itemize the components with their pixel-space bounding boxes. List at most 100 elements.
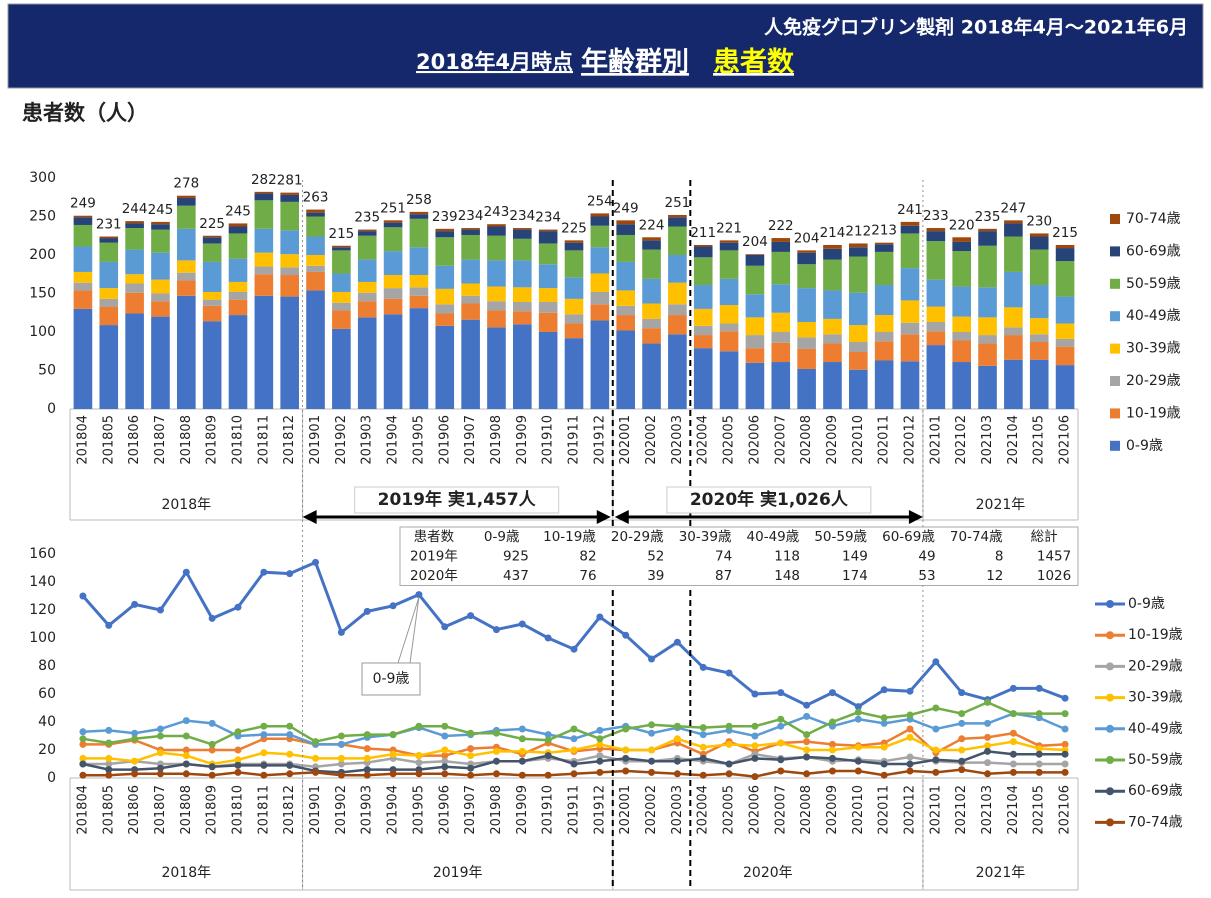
bar-segment (849, 369, 868, 409)
bar-segment (926, 279, 946, 307)
series-marker (337, 771, 345, 779)
year-label: 2021年 (976, 497, 1026, 513)
series-marker (105, 739, 113, 747)
legend-label: 0-9歳 (1126, 438, 1163, 454)
x-tick-label: 202005 (722, 415, 737, 465)
bar-segment (306, 212, 325, 217)
bar-segment (228, 223, 248, 227)
series-marker (518, 620, 526, 628)
series-marker (751, 754, 759, 762)
bar-segment (280, 192, 299, 195)
bar-segment (823, 334, 842, 344)
bar-segment (719, 351, 739, 409)
y-tick-label: 0 (47, 401, 56, 417)
bar-segment (900, 334, 920, 362)
bar-segment (616, 234, 635, 262)
series-marker (777, 715, 785, 723)
bar-segment (461, 283, 480, 296)
series-marker (415, 591, 423, 599)
series-marker (415, 770, 423, 778)
series-marker (1061, 768, 1069, 776)
bar-segment (771, 342, 791, 363)
bar-segment (693, 244, 713, 247)
total-label: 254 (587, 193, 613, 209)
x-tick-label: 202101 (928, 415, 943, 465)
series-marker (182, 760, 190, 768)
series-marker (337, 732, 345, 740)
series-marker (441, 623, 449, 631)
bar-segment (1055, 365, 1075, 409)
bar-segment (228, 315, 248, 409)
series-marker (777, 756, 785, 764)
bar-segment (202, 237, 222, 244)
bar-segment (616, 224, 635, 235)
bar-segment (1004, 327, 1023, 336)
series-marker (286, 722, 294, 730)
bar-segment (900, 361, 920, 409)
series-marker (880, 719, 888, 727)
bar-segment (280, 230, 299, 255)
series-marker (828, 767, 836, 775)
bar-segment (797, 321, 816, 338)
total-label: 245 (225, 203, 251, 219)
bar-segment (668, 304, 687, 316)
x-tick-label: 202009 (825, 785, 840, 835)
series-marker (622, 746, 630, 754)
series-marker (337, 740, 345, 748)
callout-pointer (397, 596, 420, 664)
bar-segment (73, 246, 93, 272)
series-marker (363, 607, 371, 615)
table-cell: 2019年 (410, 548, 458, 564)
year-label: 2019年 (433, 865, 483, 881)
x-tick-label: 202002 (644, 785, 659, 835)
bar-segment (306, 255, 325, 266)
bar-segment (280, 267, 299, 276)
x-tick-label: 201901 (308, 415, 323, 465)
total-label: 214 (820, 225, 846, 241)
bar-segment (719, 242, 739, 251)
bar-segment (73, 224, 93, 247)
bar-segment (357, 235, 377, 260)
bar-segment (99, 288, 119, 299)
y-tick-label: 160 (29, 546, 56, 562)
bar-segment (978, 335, 997, 344)
bar-segment (177, 195, 196, 199)
bar-segment (461, 303, 480, 320)
x-tick-label: 202002 (644, 415, 659, 465)
x-tick-label: 201804 (75, 415, 90, 465)
total-label: 215 (328, 226, 354, 242)
x-tick-label: 202004 (696, 785, 711, 835)
span-label: 2019年 実1,457人 (378, 489, 537, 510)
total-label: 239 (432, 209, 458, 225)
x-tick-label: 202104 (1006, 415, 1021, 465)
x-tick-label: 202010 (851, 785, 866, 835)
total-label: 222 (768, 218, 794, 234)
bar-segment (616, 290, 635, 306)
series-marker (958, 719, 966, 727)
bar-segment (926, 321, 946, 332)
bar-segment (151, 293, 170, 302)
y-tick-label: 200 (29, 247, 56, 263)
bar-segment (332, 250, 351, 274)
bar-segment (1055, 244, 1075, 249)
y-tick-label: 120 (29, 602, 56, 618)
series-marker (467, 729, 475, 737)
bar-segment (1055, 296, 1075, 324)
span-label: 2020年 実1,026人 (690, 489, 849, 510)
series-marker (880, 686, 888, 694)
bar-segment (332, 273, 351, 292)
bar-segment (668, 255, 687, 283)
total-label: 204 (742, 234, 768, 250)
series-marker (208, 763, 216, 771)
bar-segment (125, 292, 144, 314)
series-marker (441, 752, 449, 760)
series-marker (1061, 694, 1069, 702)
series-marker (492, 747, 500, 755)
series-marker (803, 746, 811, 754)
x-tick-label: 201808 (179, 785, 194, 835)
series-marker (1061, 725, 1069, 733)
series-marker (777, 722, 785, 730)
x-tick-label: 202007 (773, 415, 788, 465)
series-marker (286, 761, 294, 769)
bar-segment (926, 228, 946, 232)
